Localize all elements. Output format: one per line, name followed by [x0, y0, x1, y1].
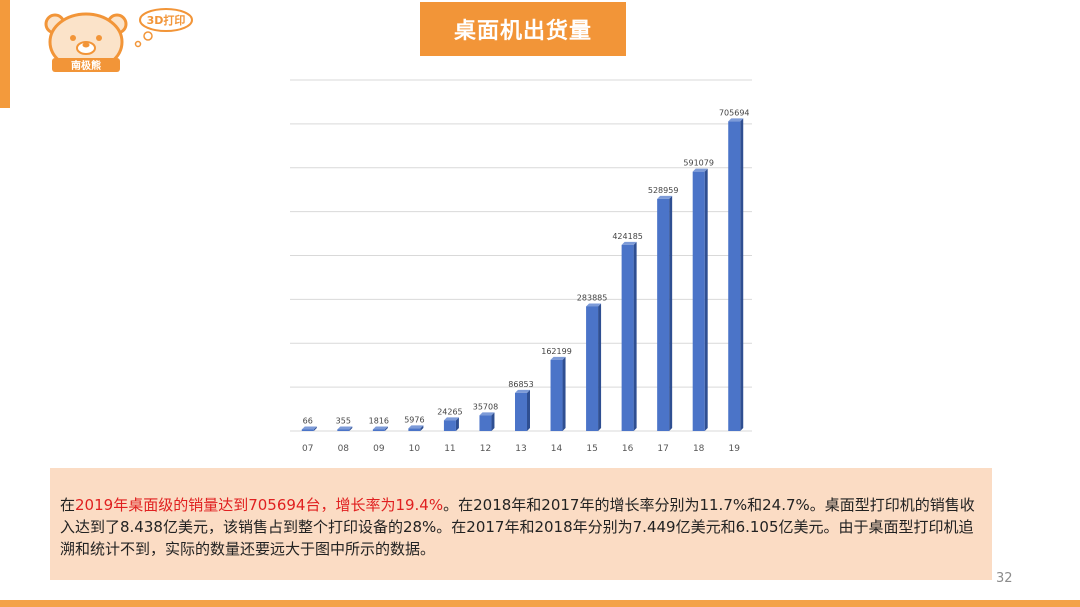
page-number: 32 — [996, 571, 1013, 586]
data-label: 528959 — [648, 186, 679, 195]
bar-side — [598, 303, 602, 431]
bar-side — [420, 425, 424, 431]
x-tick-label: 17 — [657, 444, 668, 454]
x-tick-label: 07 — [302, 444, 313, 454]
bar — [586, 306, 599, 431]
bar — [515, 392, 527, 431]
x-tick-label: 16 — [622, 444, 634, 454]
bar-top — [443, 417, 459, 421]
bar — [550, 359, 563, 431]
data-label: 24265 — [437, 407, 462, 416]
title-banner: 桌面机出货量 — [420, 2, 626, 56]
bar-side — [313, 426, 317, 431]
description-text: 在2019年桌面级的销量达到705694台，增长率为19.4%。在2018年和2… — [60, 494, 985, 560]
left-accent-bar — [0, 0, 10, 108]
x-tick-label: 08 — [338, 444, 350, 454]
bar-top — [515, 389, 530, 393]
x-tick-label: 12 — [480, 444, 491, 454]
bar — [337, 429, 350, 431]
svg-text:3D打印: 3D打印 — [147, 13, 186, 27]
bar-side — [384, 426, 388, 431]
bar-top — [479, 412, 495, 416]
description-rest: 。在2018年和2017年的增长率分别为11.7%和24.7%。桌面型打印机的销… — [60, 496, 975, 558]
data-label: 705694 — [719, 108, 750, 117]
data-label: 5976 — [404, 415, 424, 424]
data-label: 35708 — [473, 402, 498, 411]
bar-side — [455, 417, 459, 431]
bar — [657, 198, 670, 431]
bar — [479, 415, 492, 431]
data-label: 424185 — [612, 232, 643, 241]
description-box: 在2019年桌面级的销量达到705694台，增长率为19.4%。在2018年和2… — [50, 468, 992, 580]
data-label: 86853 — [508, 380, 533, 389]
x-tick-label: 14 — [551, 444, 563, 454]
bar-top — [408, 425, 424, 429]
description-highlight: 2019年桌面级的销量达到705694台，增长率为19.4% — [75, 496, 444, 514]
bar-top — [586, 303, 602, 307]
x-tick-label: 13 — [515, 444, 526, 454]
data-label: 355 — [336, 417, 351, 426]
bar — [728, 121, 741, 431]
bar-top — [621, 241, 637, 245]
bottom-accent-bar — [0, 600, 1080, 607]
svg-text:南极熊: 南极熊 — [71, 59, 101, 72]
data-label: 283885 — [577, 293, 608, 302]
bar-side — [740, 118, 744, 431]
bar — [372, 429, 385, 431]
bar-side — [562, 356, 566, 431]
x-tick-label: 15 — [586, 444, 597, 454]
bar — [621, 244, 634, 431]
x-tick-label: 09 — [373, 444, 385, 454]
bar-top — [372, 426, 388, 430]
bar-top — [550, 356, 566, 360]
x-tick-label: 10 — [409, 444, 421, 454]
x-tick-label: 11 — [444, 444, 455, 454]
data-label: 162199 — [541, 347, 572, 356]
data-label: 591079 — [683, 159, 714, 168]
data-label: 66 — [303, 417, 313, 426]
bar-top — [301, 426, 317, 430]
bar — [408, 428, 421, 431]
x-tick-label: 18 — [693, 444, 705, 454]
bar-side — [349, 426, 353, 431]
bar — [443, 420, 456, 431]
bar-side — [704, 168, 708, 431]
bar-side — [527, 389, 530, 431]
bar-side — [633, 241, 637, 431]
bar — [301, 429, 314, 431]
bar-top — [728, 118, 744, 122]
bar-top — [692, 168, 708, 172]
description-lead: 在 — [60, 496, 76, 514]
data-label: 1816 — [369, 417, 389, 426]
bar — [692, 171, 705, 431]
shipment-bar-chart: 66 07 355 08 1816 09 5976 10 24265 11 35708 12 86853… — [282, 68, 758, 460]
brand-logo: 南极熊 3D打印 — [38, 8, 208, 74]
x-tick-label: 19 — [729, 444, 741, 454]
page-title: 桌面机出货量 — [453, 19, 592, 44]
bar-side — [491, 412, 495, 431]
bar-side — [669, 195, 673, 431]
bar-top — [657, 195, 673, 199]
bar-top — [337, 426, 353, 430]
